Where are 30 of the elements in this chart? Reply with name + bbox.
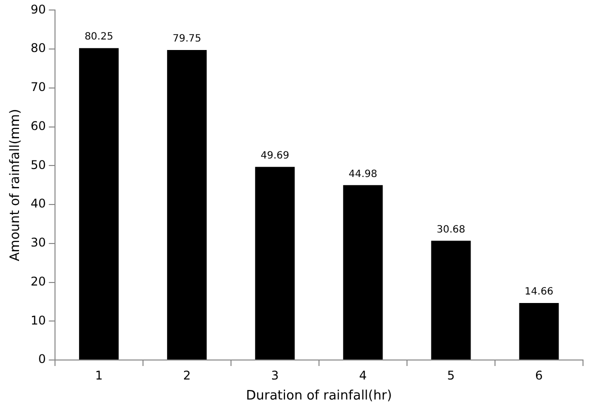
- y-tick-label: 70: [30, 80, 46, 94]
- data-label: 79.75: [172, 34, 202, 45]
- data-label: 49.69: [260, 150, 290, 162]
- bar: [255, 166, 295, 360]
- y-tick-label: 90: [30, 2, 46, 16]
- bar: [167, 50, 207, 360]
- y-tick-label: 40: [30, 196, 46, 211]
- y-tick-label: 50: [30, 158, 46, 172]
- y-tick-label: 30: [30, 236, 46, 250]
- bar: [431, 240, 471, 360]
- x-tick-label: 6: [535, 368, 543, 382]
- data-label: 14.66: [524, 286, 554, 298]
- y-tick-label: 10: [30, 313, 46, 328]
- x-tick-label: 2: [183, 368, 191, 382]
- y-tick-label: 20: [30, 274, 46, 288]
- bar: [79, 48, 119, 360]
- x-axis-title: Duration of rainfall(hr): [246, 388, 392, 404]
- bar: [519, 303, 559, 360]
- y-axis-title: Amount of rainfall(mm): [8, 108, 24, 262]
- data-label: 80.25: [84, 32, 114, 43]
- y-tick-label: 80: [30, 41, 46, 56]
- y-tick-label: 60: [30, 118, 46, 133]
- x-tick-label: 1: [95, 368, 103, 382]
- data-label: 44.98: [348, 168, 378, 180]
- data-label: 30.68: [436, 224, 466, 236]
- x-tick-label: 3: [271, 368, 279, 382]
- x-tick-label: 4: [359, 368, 367, 382]
- x-tick-label: 5: [447, 368, 455, 382]
- y-tick-label: 0: [38, 352, 46, 366]
- bar: [343, 185, 383, 360]
